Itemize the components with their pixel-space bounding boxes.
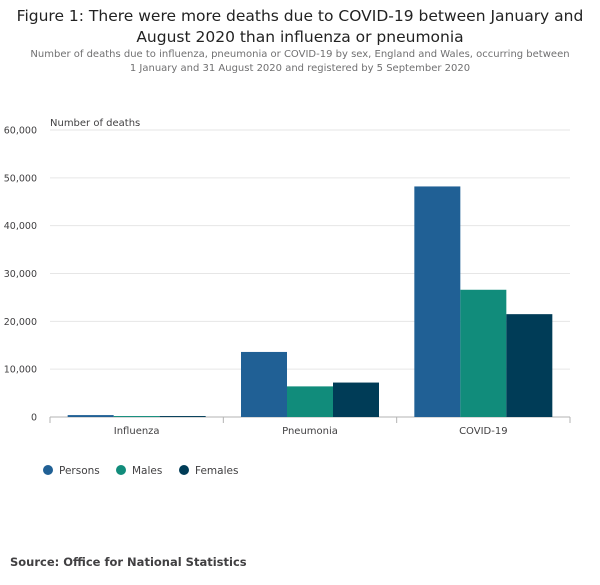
y-tick-label: 40,000: [4, 221, 37, 232]
bar-females-influenza[interactable]: [159, 416, 206, 417]
y-tick-label: 0: [31, 413, 37, 424]
legend-label-persons[interactable]: Persons: [59, 465, 100, 477]
x-tick-label: Influenza: [114, 426, 160, 437]
bar-persons-influenza[interactable]: [67, 415, 114, 417]
bars: [67, 186, 553, 417]
y-tick-label: 20,000: [4, 317, 37, 328]
bar-males-pneumonia[interactable]: [287, 386, 333, 417]
x-tick-label: COVID-19: [459, 426, 508, 437]
bar-chart: 0 10,000 20,000 30,000 40,000 50,000 60,000 Nu…: [4, 118, 571, 477]
bar-persons-pneumonia[interactable]: [241, 351, 287, 417]
y-tick-label: 60,000: [4, 126, 37, 137]
legend: Persons Males Females: [43, 465, 238, 477]
bar-females-pneumonia[interactable]: [333, 382, 379, 417]
legend-swatch-males: [116, 465, 126, 475]
bar-males-influenza[interactable]: [113, 416, 160, 417]
bar-males-covid-19[interactable]: [460, 289, 507, 417]
x-axis: Influenza Pneumonia COVID-19: [49, 417, 571, 437]
legend-swatch-persons: [43, 465, 53, 475]
y-axis-ticks: 0 10,000 20,000 30,000 40,000 50,000 60,000: [4, 126, 37, 424]
gridlines: [50, 129, 570, 418]
y-tick-label: 10,000: [4, 365, 37, 376]
legend-label-females[interactable]: Females: [195, 465, 238, 477]
chart-title: Figure 1: There were more deaths due to …: [16, 7, 584, 46]
chart-subtitle: Number of deaths due to influenza, pneum…: [30, 49, 570, 74]
y-tick-label: 50,000: [4, 173, 37, 184]
bar-persons-covid-19[interactable]: [414, 186, 461, 417]
x-tick-label: Pneumonia: [282, 426, 338, 437]
legend-label-males[interactable]: Males: [132, 465, 162, 477]
y-tick-label: 30,000: [4, 269, 37, 280]
y-axis-label: Number of deaths: [50, 118, 140, 129]
bar-females-covid-19[interactable]: [506, 314, 553, 417]
legend-swatch-females: [179, 465, 189, 475]
source-note: Source: Office for National Statistics: [10, 555, 247, 569]
